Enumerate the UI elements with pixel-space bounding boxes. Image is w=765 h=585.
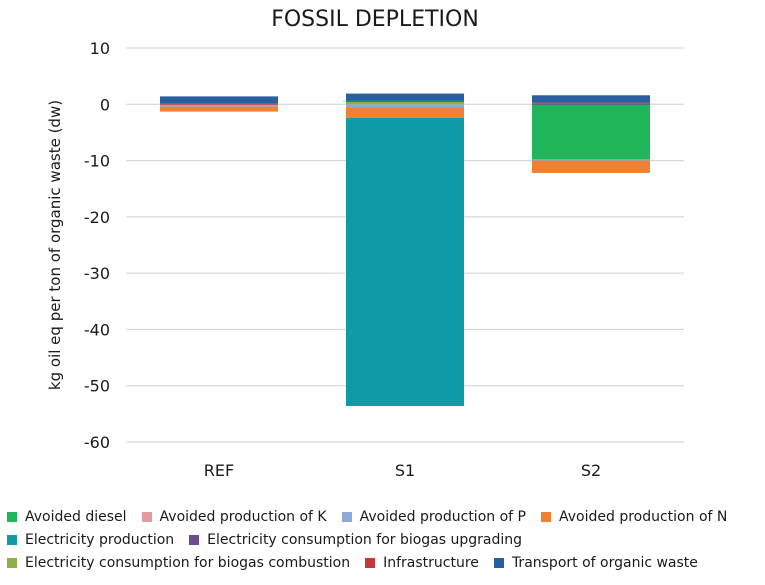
legend-row: Electricity production Electricity consum…: [2, 528, 765, 551]
category-label: S1: [395, 461, 415, 480]
bar-segment-s2-2: [532, 160, 650, 162]
chart-title: FOSSIL DEPLETION: [271, 7, 479, 32]
legend-label: Avoided production of K: [159, 508, 327, 525]
legend-item: Avoided production of K: [137, 509, 327, 525]
y-tick-labels: 10 0 -10 -20 -30 -40 -50 -60: [84, 39, 110, 452]
bar-segment-s2-3: [532, 160, 650, 173]
legend-label: Avoided production of N: [558, 508, 728, 525]
legend-swatch: [7, 511, 17, 522]
legend-swatch: [7, 557, 17, 568]
y-tick-label: 0: [100, 95, 110, 114]
legend-swatch: [365, 557, 376, 568]
y-tick-label: -60: [84, 433, 110, 452]
category-label: REF: [204, 461, 234, 480]
y-tick-label: -50: [84, 377, 110, 396]
legend-label: Electricity production: [25, 531, 175, 548]
category-labels: REF S1 S2: [204, 461, 601, 480]
y-tick-label: -10: [84, 152, 110, 171]
legend-row: Electricity consumption for biogas combu…: [2, 551, 765, 574]
legend-item: Electricity consumption for biogas combu…: [2, 555, 350, 571]
bar-segment-s2-7: [532, 102, 650, 104]
bar-segment-s1-8: [346, 93, 464, 101]
legend-item: Avoided diesel: [2, 509, 127, 525]
y-axis-label: kg oil eq per ton of organic waste (dw): [46, 100, 64, 390]
y-tick-label: 10: [90, 39, 110, 58]
bar-segment-s1-3: [346, 107, 464, 118]
y-tick-label: -40: [84, 320, 110, 339]
bar-segment-s1-6: [346, 101, 464, 105]
legend-item: Electricity consumption for biogas upgra…: [184, 532, 522, 548]
legend-swatch: [540, 511, 551, 522]
bar-segment-s2-1: [532, 159, 650, 161]
bar-segment-ref-7: [160, 103, 278, 105]
bar-segment-ref-2: [160, 104, 278, 107]
y-tick-label: -20: [84, 208, 110, 227]
bar-segment-s2-8: [532, 95, 650, 103]
legend-swatch: [7, 534, 17, 545]
bar-segment-ref-8: [160, 96, 278, 104]
legend-item: Avoided production of N: [536, 509, 727, 525]
legend-label: Transport of organic waste: [511, 554, 698, 571]
bar-segment-s2-0: [532, 104, 650, 160]
legend-item: Electricity production: [2, 532, 174, 548]
bar-segment-s2-5: [532, 103, 650, 105]
legend-swatch: [341, 511, 352, 522]
legend-label: Avoided production of P: [359, 508, 526, 525]
legend: Avoided diesel Avoided production of K Avo…: [2, 505, 765, 574]
legend-label: Avoided diesel: [25, 508, 127, 525]
legend-item: Avoided production of P: [337, 509, 526, 525]
y-tick-label: -30: [84, 264, 110, 283]
bar-segment-ref-3: [160, 106, 278, 112]
legend-label: Infrastructure: [383, 554, 479, 571]
bar-segment-s1-2: [346, 104, 464, 108]
legend-label: Electricity consumption for biogas combu…: [25, 554, 351, 571]
legend-label: Electricity consumption for biogas upgra…: [207, 531, 523, 548]
legend-item: Infrastructure: [360, 555, 479, 571]
legend-item: Transport of organic waste: [489, 555, 698, 571]
legend-swatch: [493, 557, 504, 568]
fossil-depletion-chart: FOSSIL DEPLETION kg oil eq per ton of or…: [46, 7, 684, 480]
bar-segment-s1-4: [346, 117, 464, 406]
legend-swatch: [141, 511, 152, 522]
legend-swatch: [189, 534, 200, 545]
bar-segment-s1-7: [346, 100, 464, 102]
legend-row: Avoided diesel Avoided production of K Avo…: [2, 505, 765, 528]
bar-stacks: [160, 93, 650, 406]
category-label: S2: [581, 461, 601, 480]
